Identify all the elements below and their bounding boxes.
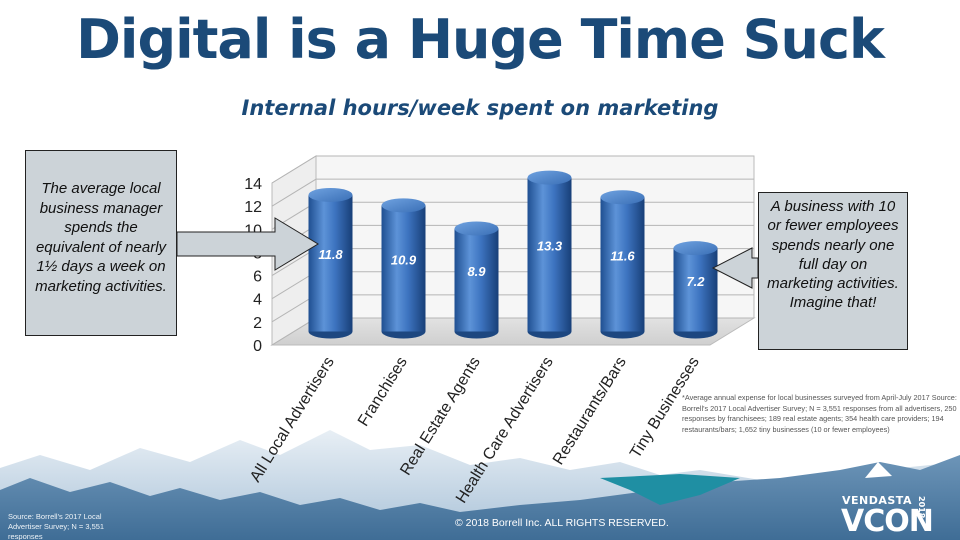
bar-cap — [308, 187, 353, 202]
y-tick-label: 0 — [253, 338, 262, 355]
source-note: Source: Borrell's 2017 Local Advertiser … — [8, 512, 105, 540]
chart-subtitle: Internal hours/week spent on marketing — [241, 96, 719, 120]
data-label: 11.8 — [318, 247, 343, 262]
y-tick-label: 2 — [253, 315, 262, 332]
y-tick-label: 4 — [253, 292, 262, 309]
callout-tiny-business: A business with 10 or fewer employees sp… — [758, 192, 908, 350]
data-label: 7.2 — [686, 274, 705, 289]
vendasta-logo-text: VENDASTA — [842, 494, 912, 507]
bar-cap — [381, 198, 426, 213]
page-title: Digital is a Huge Time Suck — [76, 8, 885, 71]
bar: 11.8 — [308, 187, 353, 339]
vcon-logo: VCON — [841, 504, 934, 539]
data-label: 8.9 — [467, 264, 486, 279]
data-label: 10.9 — [391, 252, 417, 267]
y-tick-label: 6 — [253, 269, 262, 286]
bar: 7.2 — [673, 241, 718, 339]
left-arrow — [711, 247, 759, 289]
data-label: 13.3 — [537, 239, 563, 254]
bar-cap — [673, 241, 718, 256]
data-label: 11.6 — [610, 248, 635, 263]
bar: 8.9 — [454, 221, 499, 339]
bar-body — [527, 177, 572, 332]
y-tick-label: 14 — [244, 176, 262, 193]
bar-body — [308, 194, 353, 332]
bar-body — [673, 248, 718, 332]
bar-series: 11.8 10.9 8.9 13.3 11.6 7.2 — [308, 170, 718, 339]
right-arrow — [176, 217, 319, 271]
bar: 11.6 — [600, 190, 645, 339]
y-tick-label: 12 — [244, 199, 262, 216]
bar-cap — [454, 221, 499, 236]
bar-cap — [527, 170, 572, 185]
logo-year: 2018 — [917, 496, 926, 519]
bar-body — [454, 228, 499, 332]
bar-cap — [600, 190, 645, 205]
bar: 10.9 — [381, 198, 426, 339]
bar-body — [381, 205, 426, 332]
callout-average-manager: The average local business manager spend… — [25, 150, 177, 336]
bar: 13.3 — [527, 170, 572, 339]
footnote: *Average annual expense for local busine… — [682, 393, 957, 434]
copyright: © 2018 Borrell Inc. ALL RIGHTS RESERVED. — [455, 517, 669, 529]
gridline — [271, 178, 754, 207]
bar-body — [600, 197, 645, 332]
gridline — [271, 155, 754, 184]
